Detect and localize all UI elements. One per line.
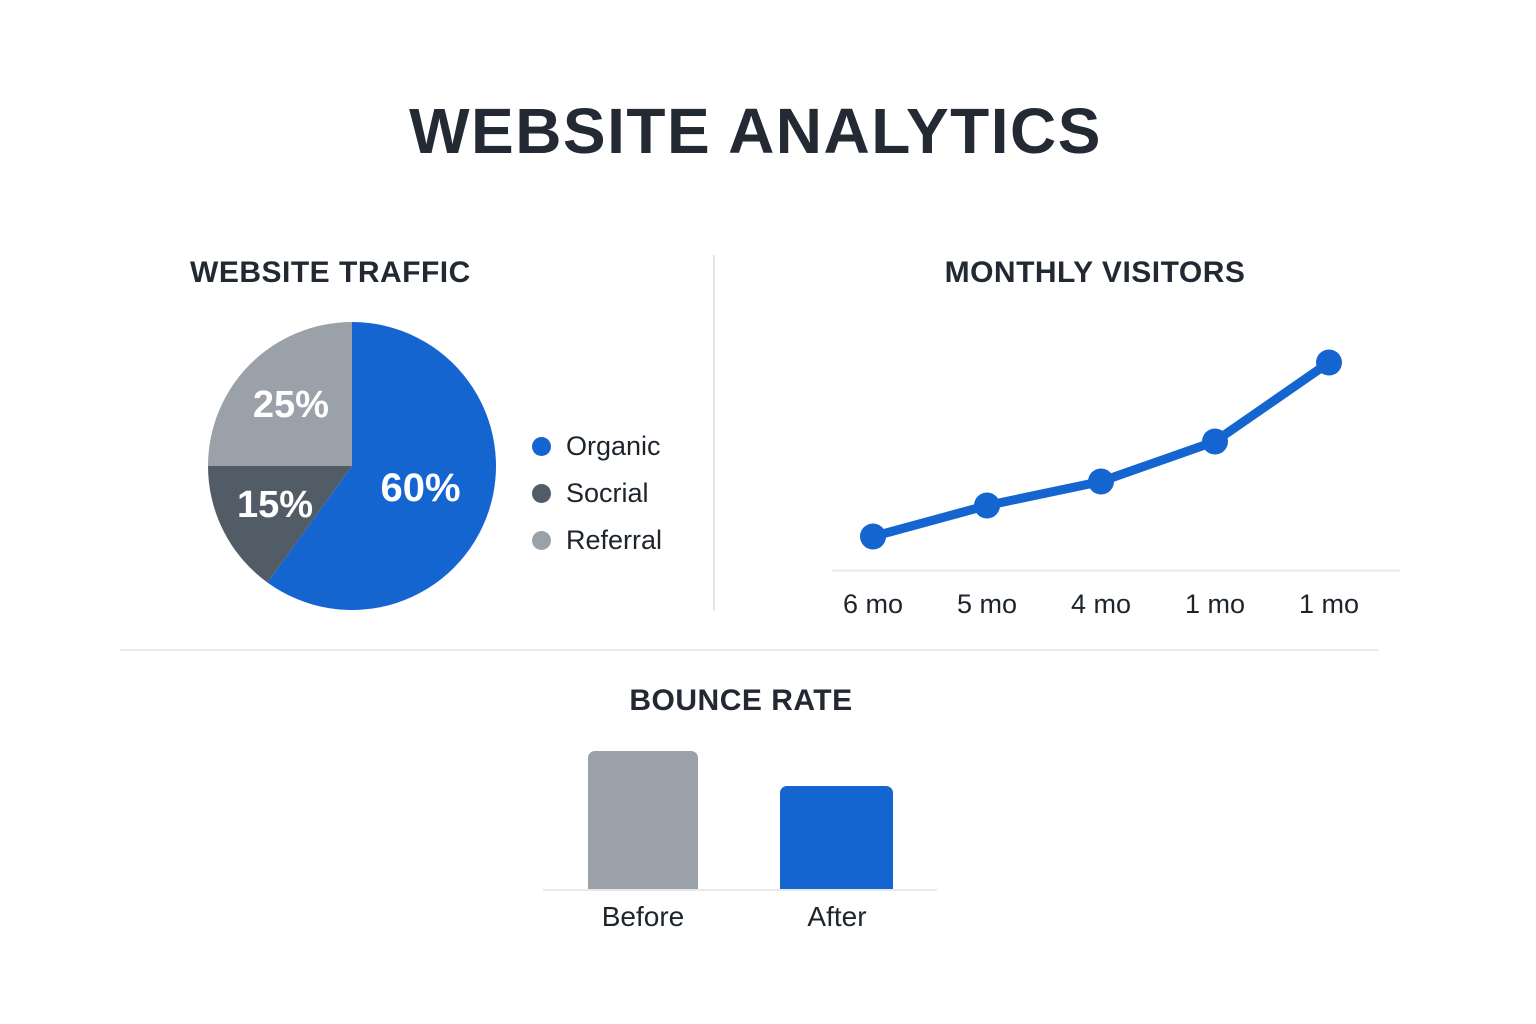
legend-swatch-referral: [532, 530, 551, 550]
x-axis-label-5: 1 mo: [1298, 589, 1360, 619]
bar-label-after: After: [807, 901, 867, 932]
pie-slice-referral: [208, 322, 352, 466]
legend-label-organic: Organic: [566, 430, 661, 461]
website-traffic-pie-chart: 60% 15% 25%: [208, 322, 496, 610]
data-point-5: [1316, 349, 1342, 376]
bar-chart-baseline: [543, 889, 937, 891]
line-chart-x-axis-labels: 6 mo 5 mo 4 mo 1 mo 1 mo: [820, 589, 1420, 621]
pie-slice-organic: [267, 322, 496, 610]
monthly-visitors-title: MONTHLY VISITORS: [944, 256, 1246, 289]
data-point-1: [860, 523, 886, 550]
vertical-section-divider: [713, 255, 715, 611]
data-point-3: [1088, 468, 1114, 495]
bar-before: [588, 751, 698, 889]
x-axis-label-4: 1 mo: [1184, 589, 1246, 619]
legend-item-organic: Organic: [532, 431, 662, 461]
legend-swatch-organic: [532, 436, 551, 456]
bar-label-before: Before: [601, 901, 685, 932]
legend-label-socrial: Socrial: [566, 477, 649, 508]
x-axis-label-3: 4 mo: [1070, 589, 1132, 619]
x-axis-label-1: 6 mo: [842, 589, 904, 619]
data-point-4: [1202, 428, 1228, 455]
pie-slice-value-referral: 25%: [253, 384, 329, 426]
monthly-visitors-line-chart: [832, 349, 1400, 572]
x-axis-label-2: 5 mo: [956, 589, 1018, 619]
legend-item-referral: Referral: [532, 525, 662, 555]
bounce-rate-title: BOUNCE RATE: [629, 684, 853, 717]
legend-swatch-socrial: [532, 483, 551, 503]
page-title: WEBSITE ANALYTICS: [409, 95, 1102, 167]
pie-legend: Organic Socrial Referral: [532, 431, 662, 555]
legend-item-socrial: Socrial: [532, 478, 662, 508]
data-point-2: [974, 492, 1000, 519]
legend-label-referral: Referral: [566, 524, 663, 555]
visitors-trend-line: [868, 358, 1334, 541]
pie-slice-value-socrial: 15%: [237, 484, 313, 526]
pie-slice-value-organic: 60%: [380, 466, 460, 510]
horizontal-section-divider: [120, 649, 1378, 651]
pie-slice-socrial: [208, 466, 352, 583]
bar-after: [780, 786, 893, 889]
website-traffic-title: WEBSITE TRAFFIC: [190, 256, 471, 289]
